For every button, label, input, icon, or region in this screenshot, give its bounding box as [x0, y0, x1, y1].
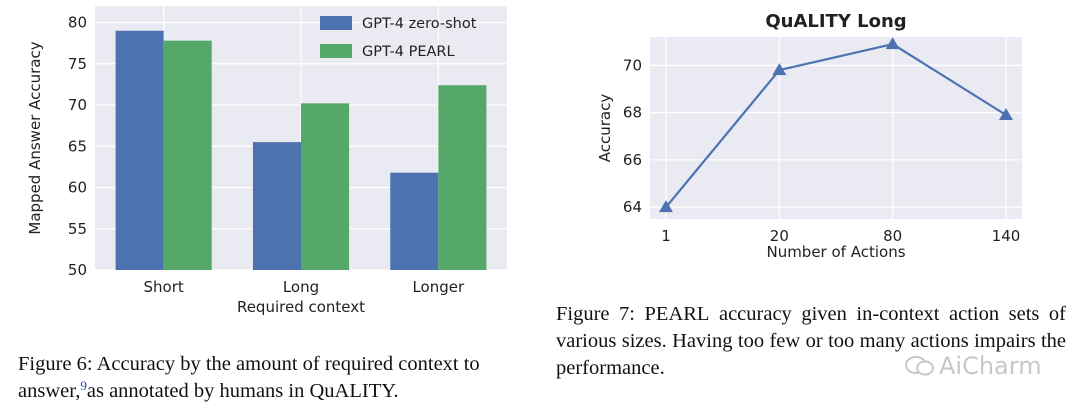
x-tick-label: 1 [661, 227, 671, 245]
y-tick-label: 70 [623, 56, 642, 74]
plot-area [650, 37, 1022, 219]
legend-label: GPT-4 PEARL [362, 44, 455, 60]
y-tick-label: 80 [68, 14, 87, 32]
legend-swatch [320, 16, 352, 30]
chat-bubble-icon [905, 356, 934, 376]
y-tick-label: 66 [623, 151, 642, 169]
y-tick-label: 60 [68, 179, 87, 197]
bar [163, 40, 212, 271]
y-tick-label: 65 [68, 137, 87, 155]
y-tick-label: 50 [68, 261, 87, 279]
data-point [999, 108, 1013, 120]
data-point [885, 37, 900, 50]
figure-6-caption: Figure 6: Accuracy by the amount of requ… [18, 351, 538, 405]
bar [252, 142, 301, 270]
data-point [772, 63, 787, 76]
y-tick-label: 64 [623, 198, 642, 216]
chart-title: QuALITY Long [765, 11, 906, 32]
legend-swatch [320, 44, 352, 58]
x-tick-label: Longer [412, 278, 465, 296]
figure-6-caption-text-1: Figure 6: Accuracy by the amount of requ… [18, 353, 480, 402]
figure-7-caption-smallcaps: EARL [655, 303, 710, 325]
y-tick-label: 68 [623, 104, 642, 122]
y-axis-label: Accuracy [596, 94, 614, 163]
figure-7-caption: Figure 7: PEARL accuracy given in-contex… [556, 301, 1066, 382]
data-point [659, 200, 673, 213]
legend-label: GPT-4 zero-shot [362, 16, 477, 32]
series-line [665, 42, 1007, 208]
figure-7-caption-text: accuracy given in-context action sets of… [556, 303, 1066, 379]
x-tick-label: Long [283, 278, 319, 296]
bar [115, 30, 164, 270]
watermark: AiCharm [905, 352, 1042, 380]
y-axis-label: Mapped Answer Accuracy [26, 41, 44, 234]
bar-chart: 50 55 60 65 70 75 80 Short Long Longer Required co… [26, 6, 507, 316]
bar [390, 172, 439, 270]
bar [438, 85, 487, 270]
line-chart: 64 66 68 70 1 20 80 140 QuALITY Long Number of Ac… [596, 11, 1022, 261]
x-tick-label: 80 [883, 227, 902, 245]
y-tick-label: 70 [68, 96, 87, 114]
x-tick-label: 140 [992, 227, 1021, 245]
y-tick-label: 75 [68, 55, 87, 73]
x-axis-label: Number of Actions [766, 243, 905, 261]
y-tick-label: 55 [68, 220, 87, 238]
x-axis-label: Required context [237, 298, 365, 316]
figure-6-caption-text-2: as annotated by humans in QuALITY. [86, 380, 399, 402]
footnote-marker[interactable]: 9 [80, 378, 87, 393]
x-tick-label: Short [144, 278, 184, 296]
x-tick-label: 20 [770, 227, 789, 245]
figure-7-caption-prefix: Figure 7: P [556, 303, 656, 325]
bar [301, 103, 350, 270]
watermark-text: AiCharm [939, 352, 1042, 380]
